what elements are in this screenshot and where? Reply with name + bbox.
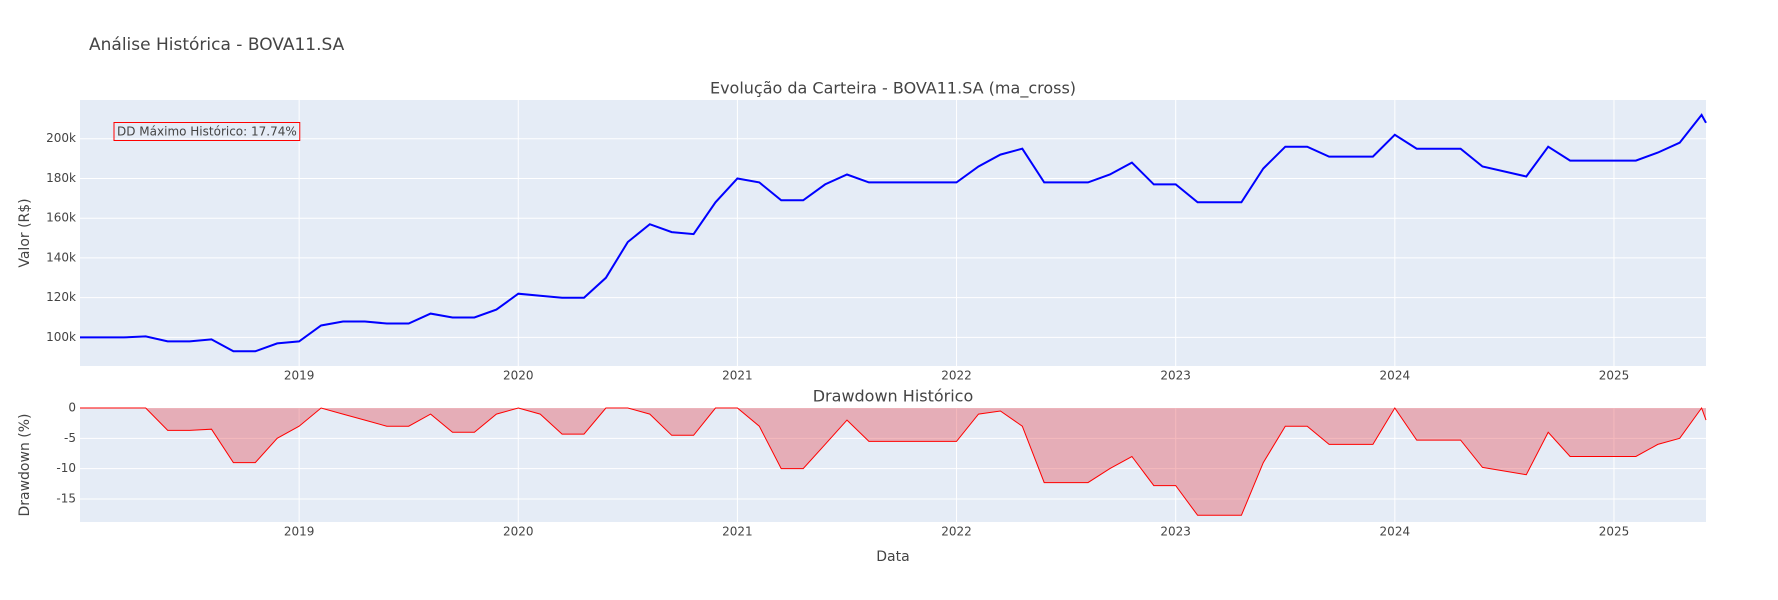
plot-area bbox=[80, 408, 1706, 522]
drawdown-area bbox=[80, 408, 1706, 516]
x-tick-label: 2021 bbox=[722, 525, 753, 539]
subplot-title: Drawdown Histórico bbox=[813, 387, 974, 406]
y-tick-label: 120k bbox=[46, 290, 76, 304]
x-tick-label: 2021 bbox=[722, 369, 753, 383]
x-axis-title: Data bbox=[876, 549, 909, 565]
x-tick-label: 2024 bbox=[1380, 369, 1411, 383]
y-axis-title: Valor (R$) bbox=[17, 198, 33, 267]
y-tick-label: -10 bbox=[56, 461, 76, 475]
y-tick-label: -15 bbox=[56, 491, 76, 505]
value-line bbox=[80, 113, 1707, 353]
x-tick-label: 2023 bbox=[1160, 369, 1191, 383]
x-tick-label: 2019 bbox=[284, 369, 315, 383]
x-tick-label: 2025 bbox=[1599, 369, 1630, 383]
y-tick-label: -5 bbox=[64, 431, 76, 445]
page-title: Análise Histórica - BOVA11.SA bbox=[89, 35, 345, 55]
annotation-box bbox=[113, 122, 301, 141]
x-tick-label: 2022 bbox=[941, 369, 972, 383]
y-tick-label: 140k bbox=[46, 250, 76, 264]
y-tick-label: 0 bbox=[68, 401, 76, 415]
drawdown-line bbox=[80, 406, 1707, 516]
x-tick-label: 2020 bbox=[503, 369, 534, 383]
y-tick-label: 160k bbox=[46, 211, 76, 225]
x-tick-label: 2024 bbox=[1380, 525, 1411, 539]
x-tick-label: 2019 bbox=[284, 525, 315, 539]
y-tick-label: 100k bbox=[46, 330, 76, 344]
annotation: DD Máximo Histórico: 17.74% bbox=[117, 125, 297, 139]
subplot-title: Evolução da Carteira - BOVA11.SA (ma_cro… bbox=[710, 79, 1076, 99]
x-tick-label: 2025 bbox=[1599, 525, 1630, 539]
y-axis-title: Drawdown (%) bbox=[17, 413, 33, 516]
x-tick-label: 2023 bbox=[1160, 525, 1191, 539]
y-tick-label: 180k bbox=[46, 171, 76, 185]
plot-area bbox=[80, 100, 1706, 366]
x-tick-label: 2020 bbox=[503, 525, 534, 539]
x-tick-label: 2022 bbox=[941, 525, 972, 539]
y-tick-label: 200k bbox=[46, 131, 76, 145]
